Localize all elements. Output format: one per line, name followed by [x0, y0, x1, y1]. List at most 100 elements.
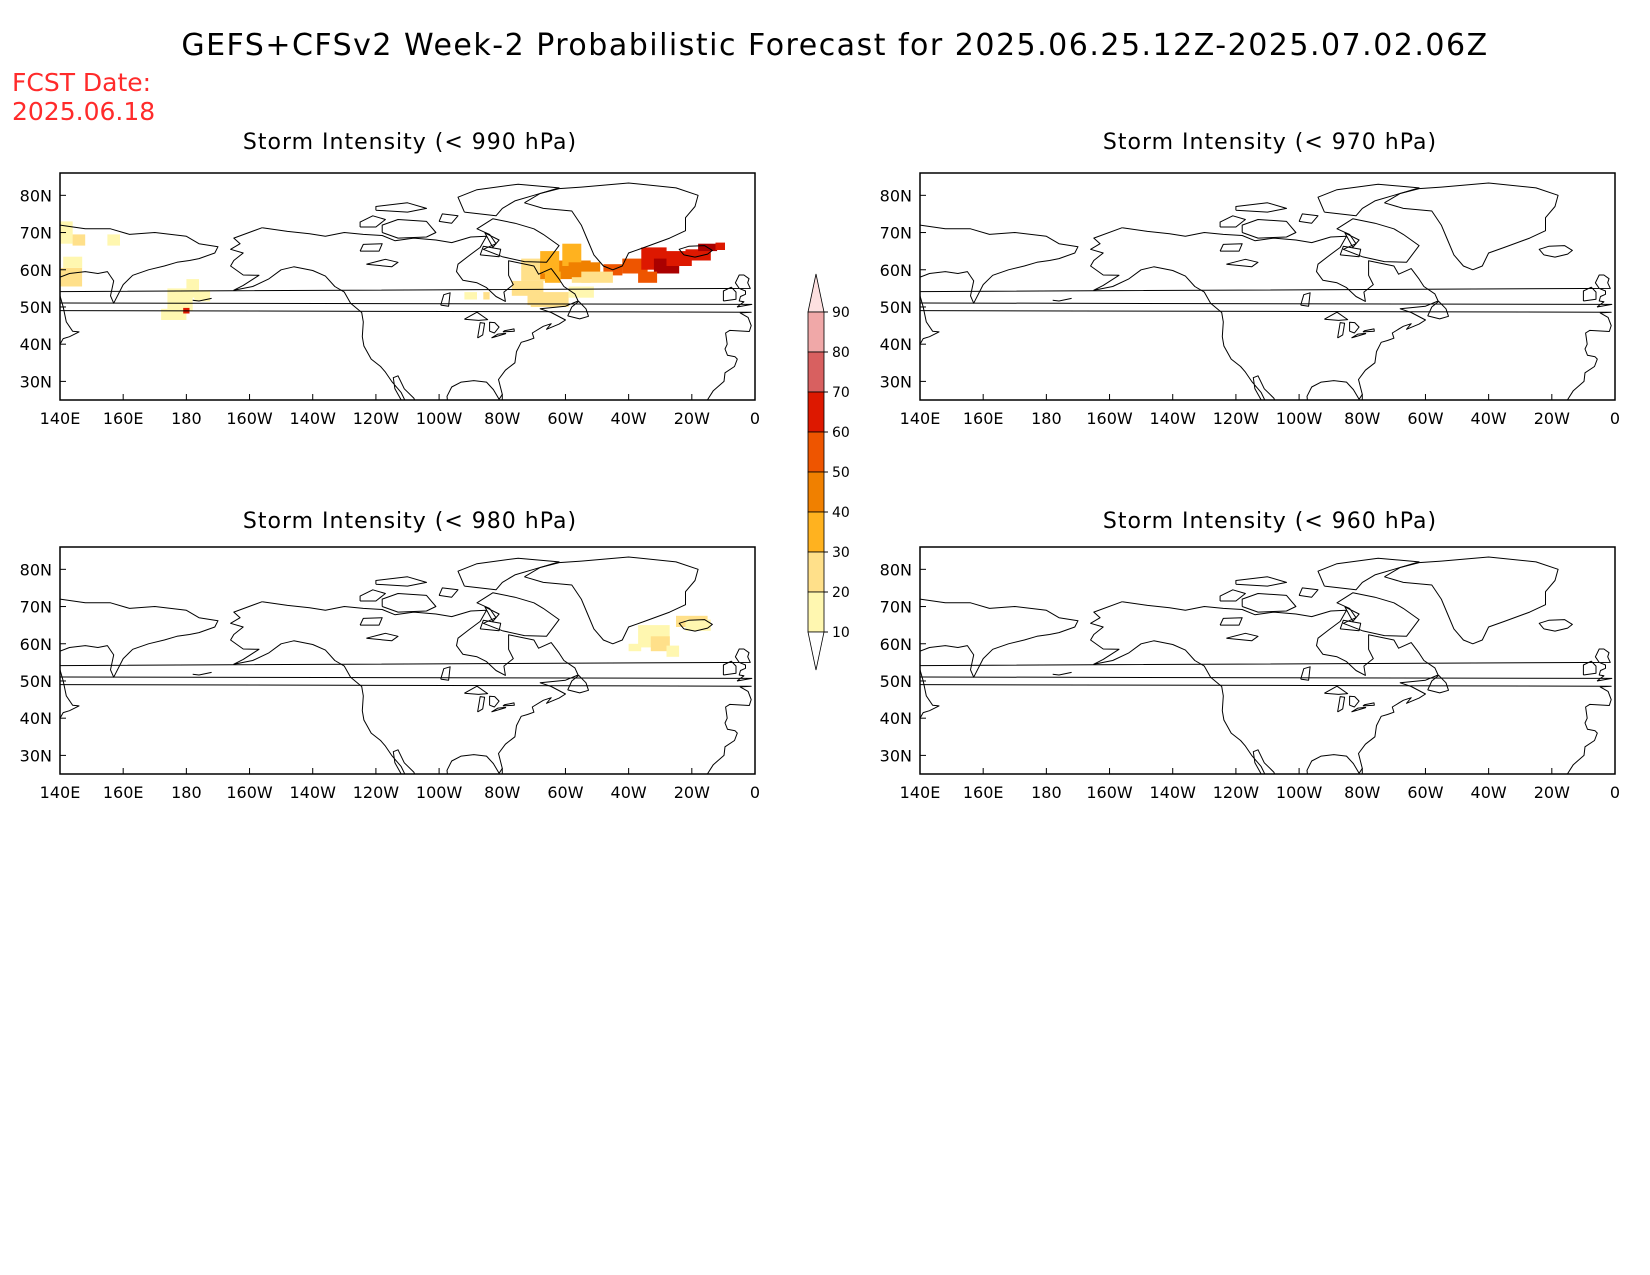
lake-outline: [1324, 311, 1349, 321]
lake-outline: [1362, 702, 1375, 707]
colorbar-segment: [807, 591, 825, 633]
coastline: [1052, 671, 1072, 676]
probability-cell: [568, 286, 594, 298]
colorbar-extend-bottom: [807, 631, 825, 671]
coastline: [1317, 557, 1420, 591]
coastlines: [920, 556, 1613, 774]
colorbar-label: 70: [832, 385, 850, 401]
panel-title-990: Storm Intensity (< 990 hPa): [242, 130, 578, 155]
coastline: [457, 183, 560, 217]
lat-tick-label: 60N: [880, 635, 912, 654]
colorbar-segment: [807, 551, 825, 593]
coastline: [479, 245, 502, 258]
lon-tick-label: 160E: [963, 409, 1004, 428]
lake-outline: [1351, 332, 1367, 339]
coastline: [1582, 660, 1597, 676]
lon-tick-label: 40W: [1471, 783, 1507, 802]
panel-title-980: Storm Intensity (< 980 hPa): [242, 509, 578, 534]
lake-outline: [1349, 321, 1360, 334]
lake-outline: [489, 321, 500, 334]
lat-tick-label: 40N: [20, 335, 52, 354]
probability-cell: [521, 258, 547, 281]
coastline: [262, 227, 579, 400]
lake-outline: [502, 328, 515, 333]
coastline: [524, 556, 699, 645]
lon-tick-label: 160W: [1086, 409, 1133, 428]
coastline: [1241, 219, 1297, 239]
probability-cell: [622, 258, 648, 274]
lake-outline: [489, 695, 500, 708]
coastline: [1344, 232, 1360, 248]
colorbar-label: 80: [832, 345, 850, 361]
lon-tick-label: 160W: [1086, 783, 1133, 802]
lon-tick-label: 100W: [1276, 409, 1323, 428]
figure-title: GEFS+CFSv2 Week-2 Probabilistic Forecast…: [181, 28, 1489, 63]
lake-outline: [477, 696, 486, 713]
probability-cell: [527, 293, 553, 306]
lake-outline: [440, 666, 451, 681]
colorbar-segment: [807, 511, 825, 553]
lon-tick-label: 40W: [1471, 409, 1507, 428]
lat-tick-label: 80N: [880, 186, 912, 205]
colorbar-segment: [807, 311, 825, 353]
lat-tick-label: 50N: [880, 298, 912, 317]
lat-tick-label: 60N: [20, 635, 52, 654]
coastline: [359, 215, 386, 228]
coastline: [1339, 245, 1362, 258]
probability-cell: [581, 271, 613, 283]
coastline: [60, 295, 80, 345]
coastline: [1538, 245, 1573, 258]
lon-tick-label: 20W: [674, 783, 710, 802]
lon-tick-label: 60W: [547, 409, 583, 428]
lake-outline: [1219, 617, 1243, 626]
lon-tick-label: 160W: [226, 409, 273, 428]
lake-outline: [359, 617, 383, 626]
coastline: [484, 606, 500, 622]
lake-outline: [1226, 258, 1259, 268]
lake-outline: [366, 258, 399, 268]
lon-tick-label: 140W: [290, 409, 337, 428]
coastline: [1427, 300, 1449, 320]
coastline: [920, 310, 1612, 400]
lat-tick-label: 40N: [880, 335, 912, 354]
lon-tick-label: 180: [171, 409, 202, 428]
lake-outline: [464, 685, 489, 695]
colorbar-label: 40: [832, 505, 850, 521]
map-panel-p990: 140E 160E 180 160W 140W 120W 100W 80W 60W 40W 20W 0…: [20, 172, 760, 428]
lat-tick-label: 70N: [880, 224, 912, 243]
forecast-date-value: 2025.06.18: [12, 97, 156, 126]
coastline: [567, 300, 589, 320]
lon-tick-label: 140E: [40, 409, 81, 428]
coastline: [1122, 601, 1439, 774]
probability-shading: [60, 221, 725, 320]
lon-tick-label: 0: [1610, 409, 1620, 428]
lat-tick-label: 70N: [880, 598, 912, 617]
lon-tick-label: 80W: [484, 409, 520, 428]
coastline: [1235, 202, 1287, 213]
coastline: [1298, 587, 1319, 598]
coastline: [381, 593, 437, 613]
lon-tick-label: 0: [1610, 783, 1620, 802]
colorbar: 10 20 30 40 50 60 70 80 90: [807, 273, 850, 671]
probability-cell: [685, 249, 711, 261]
probability-cell: [72, 234, 86, 246]
lake-outline: [1324, 685, 1349, 695]
lon-tick-label: 120W: [353, 409, 400, 428]
probability-cell: [63, 256, 83, 268]
colorbar-label: 90: [832, 305, 850, 321]
coastlines: [920, 182, 1613, 400]
colorbar-label: 20: [832, 585, 850, 601]
colorbar-segment: [807, 431, 825, 473]
probability-cell: [628, 643, 642, 652]
coastline: [1582, 286, 1597, 302]
coastline: [567, 674, 589, 694]
lon-tick-label: 140W: [1150, 783, 1197, 802]
lake-outline: [1300, 666, 1311, 681]
coastline: [359, 589, 386, 602]
colorbar-extend-top: [807, 273, 825, 313]
lat-tick-label: 30N: [880, 372, 912, 391]
lat-tick-label: 40N: [880, 709, 912, 728]
panel-title-960: Storm Intensity (< 960 hPa): [1102, 509, 1438, 534]
lon-tick-label: 160E: [963, 783, 1004, 802]
